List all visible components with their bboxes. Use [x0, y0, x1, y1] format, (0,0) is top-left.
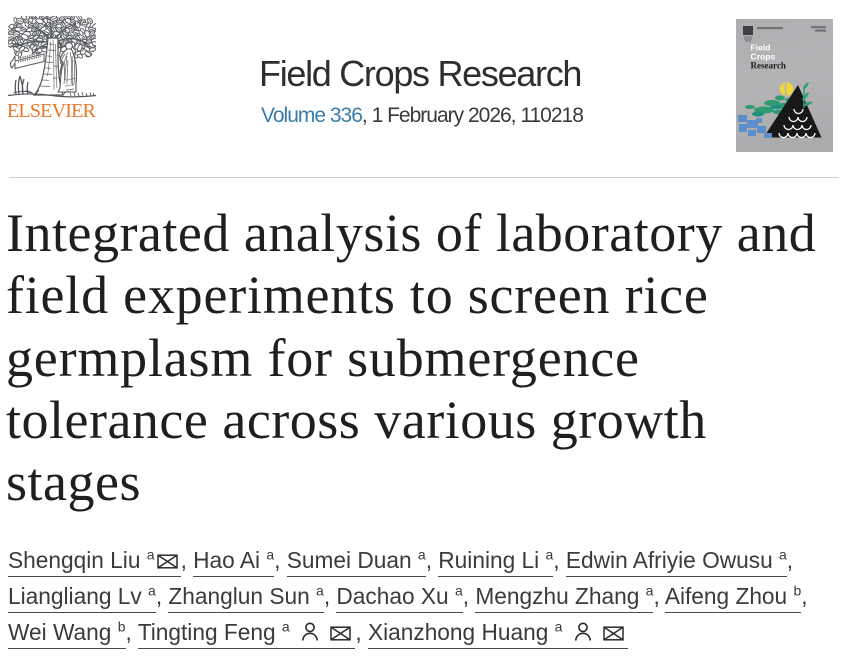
- svg-text:Research: Research: [751, 61, 786, 71]
- svg-text:Field: Field: [751, 43, 771, 53]
- svg-text:Crops: Crops: [751, 52, 776, 62]
